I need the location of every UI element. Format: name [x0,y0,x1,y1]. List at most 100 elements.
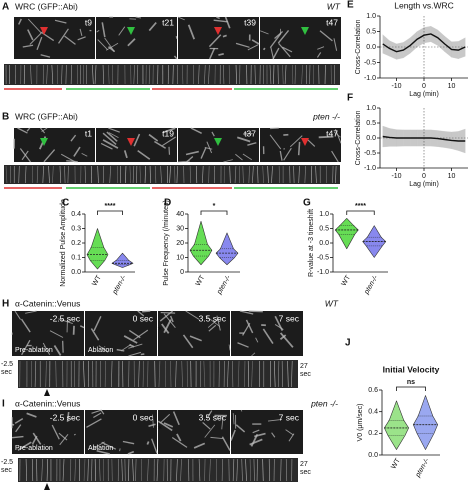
y-axis-title: R-value at -3 timeshift [308,209,315,277]
cell-edge [222,34,227,38]
cell-edge [193,442,206,449]
cell-edge [230,429,236,441]
micrograph [158,410,230,454]
kymo-stripe [169,165,171,184]
significance-label: * [213,203,216,210]
ablation-time-marker [44,389,50,396]
cell-edge [248,310,263,313]
x-tick-label: -10 [391,83,401,90]
cell-edge [100,409,105,415]
kymo-stripe [139,165,142,184]
cell-edge [162,127,176,134]
kymograph [18,360,298,388]
kymo-stripe [30,64,32,85]
violin [189,220,213,266]
cell-edge [278,42,291,58]
cell-edge [221,436,231,451]
cell-edge [14,418,24,424]
y-tick-label: 20 [176,240,184,247]
kymo-stripe [156,458,159,482]
cell-edge [21,339,31,356]
significance-bracket [200,210,228,215]
cell-edge [247,142,257,146]
micrograph [96,17,177,59]
cell-edge [73,433,76,436]
x-axis-title: Lag (min) [409,181,439,188]
micrograph [14,128,95,162]
kymo-stripe [235,64,237,85]
cell-edge [36,36,43,51]
cell-edge [118,26,126,36]
kymo-stripe [208,165,210,184]
kymo-stripe [252,165,254,184]
kymo-label-line: 27 [300,461,308,468]
y-tick-label: 1.0 [366,105,376,112]
kymo-stripe [138,360,140,388]
panel-letter: F [347,93,353,104]
panel-letter: J [345,338,351,349]
kymo-stripe [111,360,113,388]
kymo-stripe [74,458,76,482]
frame-time: t19 [162,128,174,138]
kymo-stripe [25,458,27,482]
kymo-stripe [108,64,110,85]
frame-note: Pre-ablation [15,445,53,452]
panel-letter: H [2,299,9,310]
cell-edge [116,348,125,352]
cell-edge [161,323,170,334]
kymo-stripe [232,458,235,482]
cell-edge [140,353,145,356]
cell-edge [96,449,111,455]
panel-title: WRC (GFP::Abi) [15,1,78,11]
cell-edge [211,131,215,137]
cell-edge [11,423,15,426]
kymo-stripe [135,458,137,482]
cell-edge [102,139,119,149]
cell-edge [274,31,284,39]
cell-edge [148,133,159,142]
cell-edge [223,159,233,163]
kymo-stripe [229,165,231,184]
cell-edge [27,29,34,41]
cell-edge [42,342,51,355]
frame-time: 0 sec [133,412,154,422]
frame-time: t9 [85,17,92,27]
cell-edge [189,335,202,342]
y-tick-label: 0.4 [368,409,378,416]
kymo-stripe [48,165,50,184]
cell-edge [123,150,128,159]
cell-edge [269,134,282,150]
kymo-stripe [301,64,303,85]
cell-edge [49,330,64,338]
kymo-stripe [254,64,256,85]
violin [215,232,239,266]
arrowhead [40,27,48,35]
cell-edge [270,127,279,130]
cell-edge [216,315,221,331]
kymo-stripe [61,64,63,85]
kymo-stripe [284,64,287,85]
kymo-stripe [97,165,99,184]
cell-edge [240,409,243,412]
cell-edge [122,440,135,445]
cell-edge [185,150,199,156]
arrowhead [301,138,309,146]
cell-edge [289,135,303,148]
kymo-stripe [91,458,93,482]
kymo-stripe [83,360,85,388]
kymo-label-line: sec [300,371,311,378]
cell-edge [182,334,194,349]
cell-edge [40,54,51,58]
cell-edge [100,142,113,150]
cell-edge [235,153,243,161]
cell-edge [151,438,158,454]
kymo-stripe [298,165,300,184]
cell-edge [86,418,102,428]
panel-title: α-Catenin::Venus [15,298,80,308]
cell-edge [108,132,119,138]
kymo-stripe [132,458,134,482]
cell-edge [127,450,135,455]
cell-edge [93,316,102,332]
kymo-stripe [45,360,47,388]
y-axis-title: Normalized Pulse Amplitude [60,199,67,287]
